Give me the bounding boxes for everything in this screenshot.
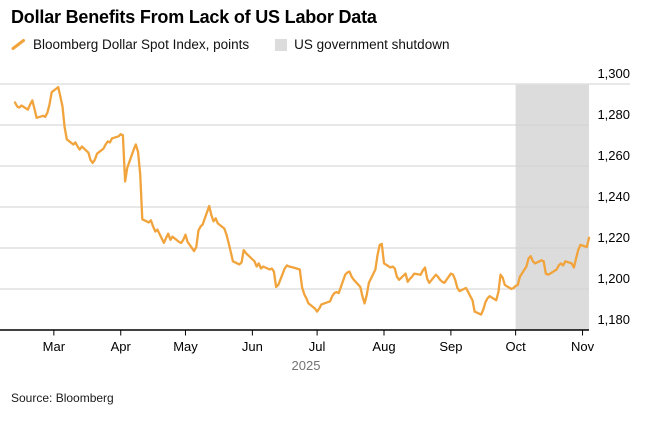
x-tick-label: Jun [242,339,263,354]
y-tick-label: 1,240 [597,189,630,204]
square-swatch-icon [275,38,288,51]
chart-title: Dollar Benefits From Lack of US Labor Da… [11,7,377,27]
legend: Bloomberg Dollar Spot Index, points US g… [11,37,449,52]
price-line [13,85,591,316]
legend-series-label: Bloomberg Dollar Spot Index, points [33,37,250,52]
y-tick-label: 1,260 [597,148,630,163]
y-tick-label: 1,180 [597,312,630,327]
source-note: Source: Bloomberg [11,391,114,405]
x-tick-label: Jul [309,339,326,354]
x-tick-label: Nov [571,339,595,354]
x-tick-label: Oct [506,339,527,354]
x-tick-label: May [173,339,198,354]
dollar-index-line-chart: 1,180 1,200 1,220 1,240 1,260 1,280 1,300 Mar Ap… [0,66,630,373]
legend-band-label: US government shutdown [294,37,450,52]
legend-item-shutdown: US government shutdown [275,37,449,52]
line-swatch-icon [11,39,25,50]
x-tick-label: Mar [43,339,66,354]
x-tick-label: Apr [111,339,132,354]
y-tick-label: 1,220 [597,230,630,245]
legend-item-dollar-index: Bloomberg Dollar Spot Index, points [11,37,249,52]
year-label: 2025 [292,358,321,373]
x-tick-label: Sep [439,339,462,354]
x-tick-label: Aug [372,339,395,354]
y-tick-label: 1,200 [597,271,630,286]
y-tick-label: 1,300 [597,66,630,81]
y-tick-label: 1,280 [597,107,630,122]
